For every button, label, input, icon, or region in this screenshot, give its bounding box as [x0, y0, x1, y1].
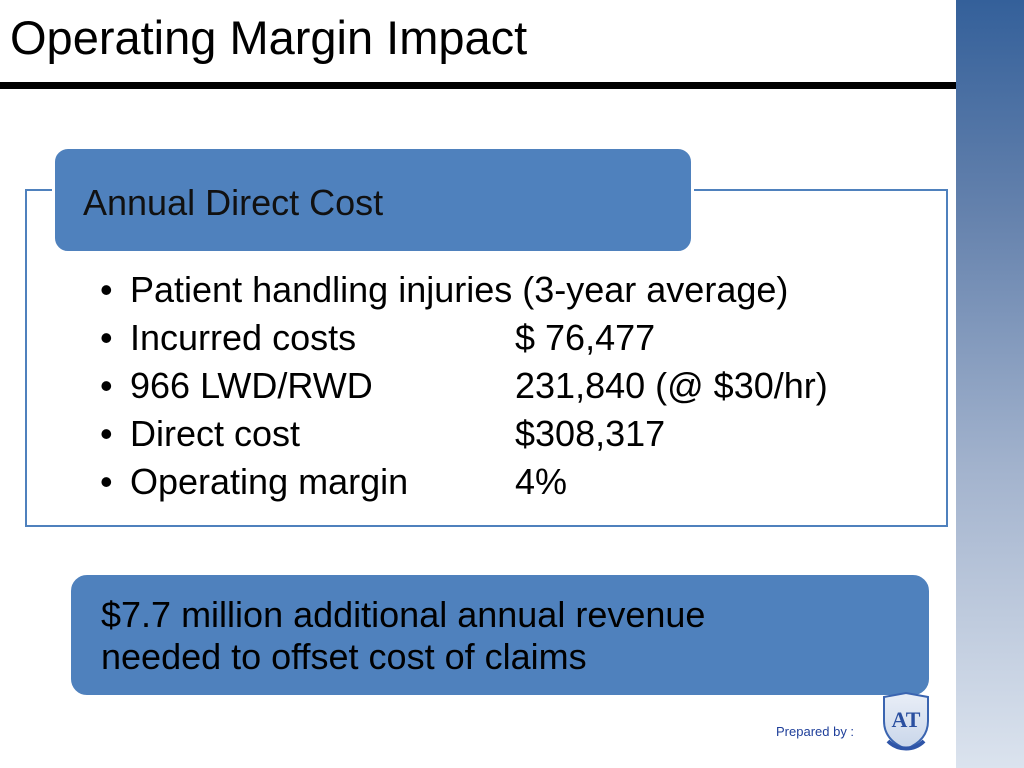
title-rule — [0, 82, 956, 89]
callout-line-2: needed to offset cost of claims — [101, 636, 587, 677]
bullet-value: 4% — [515, 461, 568, 502]
bullet-glyph: • — [100, 269, 113, 310]
bullet-value: $308,317 — [515, 413, 666, 454]
bullet-text: Direct cost — [130, 413, 301, 454]
slide-title: Operating Margin Impact — [10, 11, 528, 64]
shield-logo-icon: AT — [883, 691, 929, 751]
callout-line-1: $7.7 million additional annual revenue — [101, 594, 706, 635]
logo-lettering: AT — [892, 707, 921, 732]
bullet-value: 231,840 (@ $30/hr) — [515, 365, 828, 406]
bullet-value: $ 76,477 — [515, 317, 656, 358]
callout-box: $7.7 million additional annual revenue n… — [69, 573, 931, 697]
bullet-glyph: • — [100, 317, 113, 358]
bullet-text: Patient handling injuries (3-year averag… — [130, 269, 789, 310]
bullet-text: Incurred costs — [130, 317, 357, 358]
header-label: Annual Direct Cost — [83, 182, 384, 223]
bullet-glyph: • — [100, 413, 113, 454]
footer-prepared-by: Prepared by : — [776, 724, 855, 739]
bullet-text: Operating margin — [130, 461, 409, 502]
header-tab: Annual Direct Cost — [52, 146, 694, 254]
bullet-text: 966 LWD/RWD — [130, 365, 373, 406]
bullet-glyph: • — [100, 461, 113, 502]
side-band — [956, 0, 1024, 768]
bullet-glyph: • — [100, 365, 113, 406]
